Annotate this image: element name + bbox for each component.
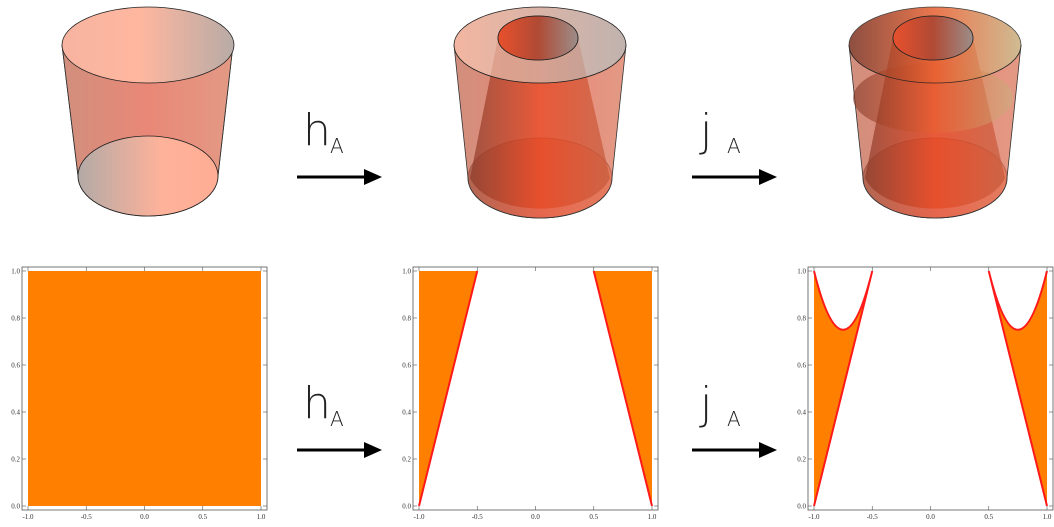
arrow-subscript: A [727, 134, 741, 158]
y-tick-label: 0.2 [402, 456, 411, 464]
y-tick-label: 0.6 [797, 362, 806, 370]
plot-region [28, 271, 261, 506]
y-tick-label: 0.2 [797, 456, 806, 464]
y-tick-label: 0.8 [797, 315, 806, 323]
y-tick-label: 1.0 [797, 268, 806, 276]
x-tick-label: 1.0 [257, 513, 266, 521]
y-tick-label: 1.0 [11, 268, 20, 276]
y-tick-label: 0.8 [402, 315, 411, 323]
y-tick-label: 0.4 [11, 409, 20, 417]
x-tick-label: 0.5 [589, 513, 598, 521]
x-tick-label: 0.0 [531, 513, 540, 521]
x-tick-label: 0.5 [984, 513, 993, 521]
x-tick-label: 1.0 [1043, 513, 1052, 521]
arrow-subscript: A [330, 407, 344, 431]
x-tick-label: 0.5 [198, 513, 207, 521]
x-tick-label: -1.0 [22, 513, 34, 521]
cylinder [849, 7, 1021, 218]
plot-frame [808, 267, 1053, 510]
arrow-subscript: A [330, 134, 344, 158]
x-tick-label: -1.0 [413, 513, 425, 521]
plot-region [814, 271, 1047, 506]
x-tick-label: -1.0 [808, 513, 820, 521]
y-tick-label: 0.4 [402, 409, 411, 417]
arrow-label: h [303, 105, 331, 156]
y-tick-label: 0.6 [11, 362, 20, 370]
y-tick-label: 0.0 [11, 503, 20, 511]
arrow-subscript: A [727, 407, 741, 431]
y-tick-label: 0.0 [402, 503, 411, 511]
arrow-label: j [699, 378, 712, 429]
cylinder [62, 7, 234, 216]
arrow-label: h [303, 378, 331, 429]
figure: hAjAhAjA-1.0-0.50.00.51.00.00.20.40.60.8… [0, 0, 1054, 527]
y-tick-label: 0.0 [797, 503, 806, 511]
y-tick-label: 0.4 [797, 409, 806, 417]
x-tick-label: -0.5 [472, 513, 484, 521]
x-tick-label: 1.0 [648, 513, 657, 521]
x-tick-label: 0.0 [140, 513, 149, 521]
cylinder [454, 7, 626, 218]
x-tick-label: -0.5 [81, 513, 93, 521]
x-tick-label: -0.5 [867, 513, 879, 521]
y-tick-label: 0.8 [11, 315, 20, 323]
plot-region [419, 271, 652, 506]
arrow-label: j [699, 105, 712, 156]
x-tick-label: 0.0 [926, 513, 935, 521]
y-tick-label: 1.0 [402, 268, 411, 276]
y-tick-label: 0.6 [402, 362, 411, 370]
y-tick-label: 0.2 [11, 456, 20, 464]
